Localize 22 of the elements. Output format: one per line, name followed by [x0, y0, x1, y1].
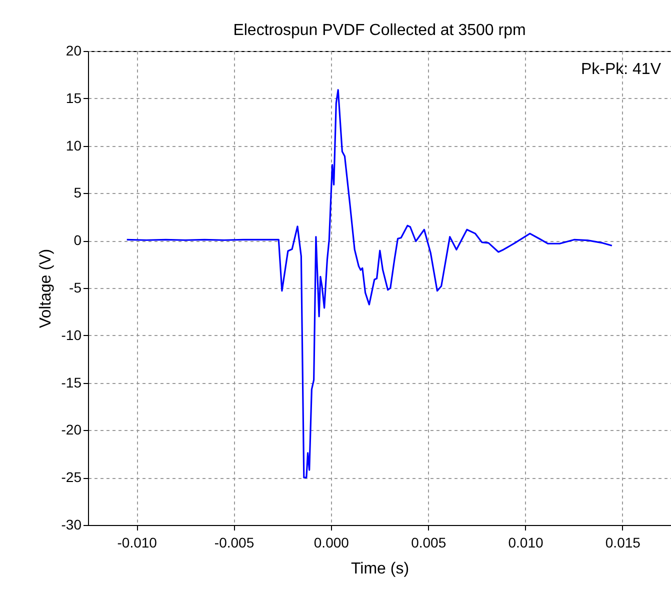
- y-tick-label: 5: [74, 184, 82, 201]
- x-tick-label: 0.010: [508, 534, 544, 550]
- y-tick-label: -5: [69, 280, 82, 296]
- y-tick-label: -25: [61, 469, 82, 486]
- x-tick-label: -0.010: [117, 534, 158, 550]
- x-tick-label: -0.005: [214, 534, 254, 550]
- y-axis-title: Voltage (V): [37, 248, 54, 328]
- line-series: [126, 89, 613, 478]
- chart-title: Electrospun PVDF Collected at 3500 rpm: [233, 22, 526, 39]
- y-tick-label: -30: [61, 516, 82, 532]
- y-tick-label: -15: [61, 374, 82, 390]
- annotation: Pk-Pk: 41V: [580, 61, 662, 78]
- y-tick-label: 15: [66, 90, 82, 106]
- y-tick-label: -10: [61, 326, 82, 343]
- x-tick-label: 0.000: [314, 534, 350, 550]
- y-tick-label: 10: [66, 137, 82, 154]
- x-axis-title: Time (s): [350, 560, 410, 578]
- y-tick-label: -20: [61, 422, 82, 438]
- y-tick-label: 20: [66, 42, 82, 58]
- x-tick-label: 0.005: [411, 534, 446, 550]
- x-tick-label: 0.015: [605, 534, 641, 550]
- y-tick-label: 0: [74, 232, 82, 248]
